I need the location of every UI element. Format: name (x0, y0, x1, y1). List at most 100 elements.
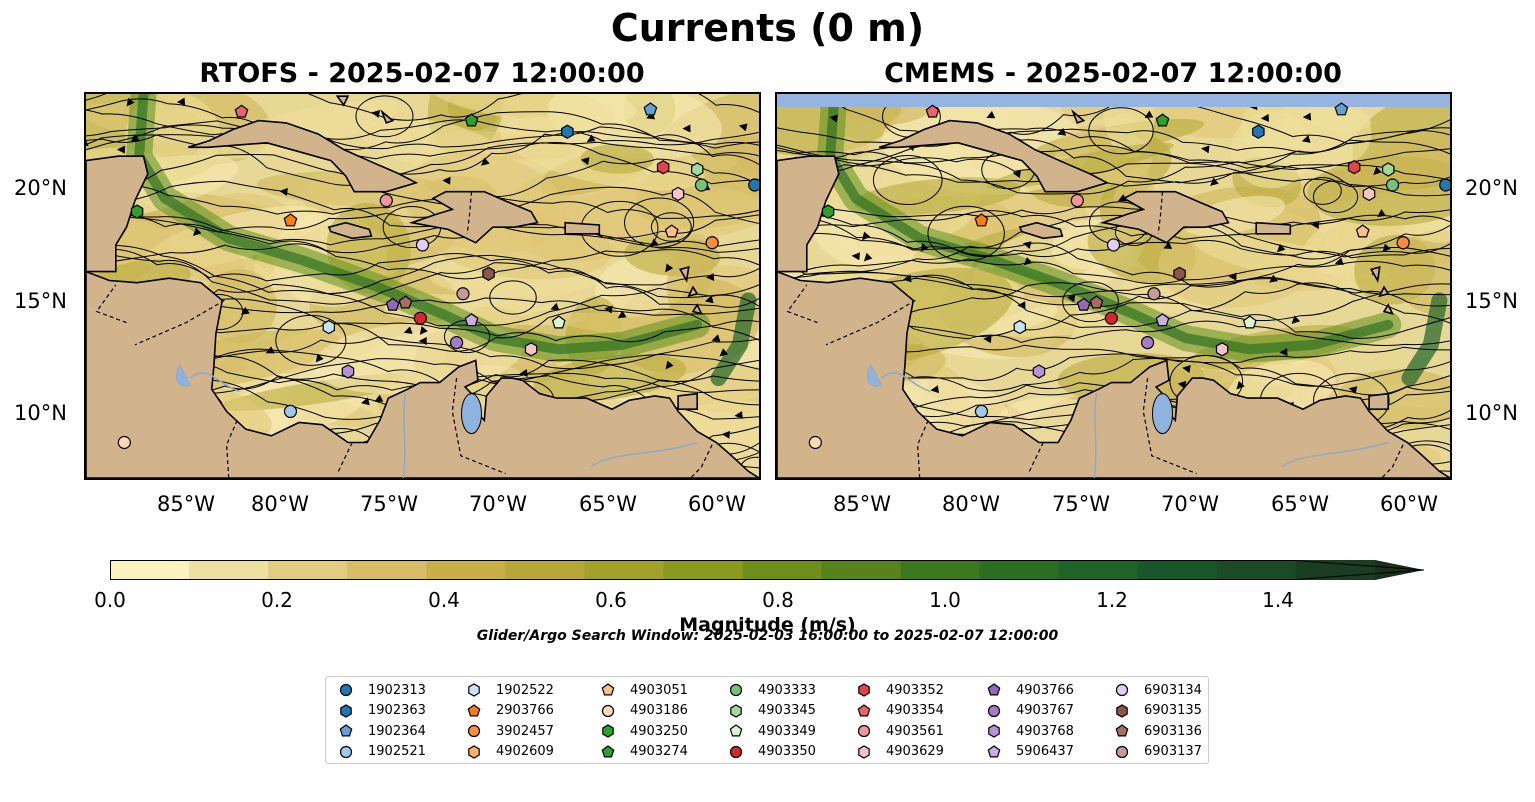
legend-marker-pentagon-icon (987, 744, 1001, 757)
float-marker-4903186 (117, 435, 131, 450)
colorbar-segment (110, 560, 190, 580)
float-marker-1902363 (561, 124, 574, 139)
legend-label: 4903767 (1016, 703, 1074, 718)
legend-marker-pentagon-icon (601, 683, 615, 696)
legend-marker-circle-icon (467, 724, 481, 738)
lon-label-70w: 70°W (469, 492, 527, 516)
float-marker-4903561 (1070, 193, 1084, 208)
colorbar-tick: 0.4 (428, 588, 460, 612)
colorbar-segment (347, 560, 427, 580)
lon-label-80w-right: 80°W (942, 492, 1000, 516)
legend-item: 1902522 (466, 680, 554, 700)
float-marker-3902457 (1396, 236, 1410, 250)
colorbar-tick: 1.2 (1096, 588, 1128, 612)
legend-marker-hexagon-icon (468, 744, 480, 759)
legend-marker-pentagon-icon (1115, 724, 1129, 737)
legend-item: 5906437 (986, 742, 1074, 762)
legend-item: 6903134 (1114, 680, 1202, 700)
legend-marker-circle-icon (1115, 683, 1129, 697)
legend-item: 2903766 (466, 701, 554, 721)
legend-label: 1902364 (368, 723, 426, 739)
rtofs-map-panel[interactable] (84, 92, 761, 480)
colorbar-segment (979, 560, 1060, 580)
legend-label: 4903352 (886, 682, 944, 698)
legend-marker-circle-icon (729, 745, 743, 758)
colorbar-segment (1058, 560, 1139, 580)
legend-label: 2903766 (496, 703, 554, 718)
float-marker-1902313 (1439, 178, 1450, 192)
legend-item: 4903768 (986, 721, 1074, 741)
legend-item: 4903345 (728, 701, 816, 721)
colorbar-segment (189, 560, 269, 580)
float-marker-2903766 (974, 213, 989, 227)
legend-marker-pentagon-icon (339, 724, 353, 737)
float-marker-1902364 (1334, 102, 1349, 116)
float-marker-4903352 (1347, 160, 1361, 175)
float-marker-6903135 (1173, 266, 1186, 281)
legend-label: 1902522 (496, 682, 554, 698)
float-marker-6903136 (1089, 295, 1104, 309)
lon-label-65w: 65°W (579, 492, 637, 516)
legend-item: 1902363 (338, 701, 426, 721)
legend-label: 4903350 (758, 744, 816, 759)
legend-item: 4903561 (856, 721, 944, 741)
float-marker-4903333 (1385, 178, 1400, 192)
legend-item: 4903051 (600, 680, 688, 700)
float-marker-4903349 (1242, 315, 1257, 329)
legend-marker-circle-icon (1115, 745, 1129, 758)
colorbar-segment (426, 560, 506, 580)
legend-item: 4902609 (466, 742, 554, 762)
float-marker-6903136 (398, 295, 413, 309)
float-marker-6903134 (1106, 238, 1121, 252)
float-marker-4903561 (379, 193, 393, 208)
legend-marker-circle-icon (339, 683, 353, 697)
lon-label-65w-right: 65°W (1271, 492, 1329, 516)
panel-title-rtofs: RTOFS - 2025-02-07 12:00:00 (199, 58, 645, 89)
legend-item: 1902521 (338, 742, 426, 762)
lon-label-70w-right: 70°W (1161, 492, 1219, 516)
legend-item: 4903349 (728, 721, 816, 741)
float-marker-4903333 (694, 178, 709, 192)
lon-label-85w-right: 85°W (833, 492, 891, 516)
legend-label: 6903137 (1144, 744, 1202, 759)
legend-item: 1902313 (338, 680, 426, 700)
float-marker-4903274 (464, 113, 479, 127)
float-marker-4903345 (690, 162, 704, 177)
float-marker-4903345 (1381, 162, 1395, 177)
legend-label: 4903274 (630, 744, 688, 759)
colorbar-tick: 0.0 (94, 588, 126, 612)
float-marker-1902522 (322, 319, 335, 335)
float-marker-4903051 (1355, 224, 1370, 238)
lon-label-60w-right: 60°W (1380, 492, 1438, 516)
float-marker-4903766 (385, 297, 400, 311)
float-marker-1902313 (748, 178, 759, 192)
cmems-map-panel[interactable] (775, 92, 1452, 480)
colorbar-tick: 1.4 (1262, 588, 1294, 612)
float-marker-6903137 (456, 287, 470, 301)
legend-item: 1902364 (338, 721, 426, 741)
float-marker-4903250 (821, 204, 835, 219)
legend-marker-circle-icon (601, 704, 615, 717)
legend-item: 6903136 (1114, 721, 1202, 741)
legend-marker-pentagon-icon (467, 703, 481, 716)
float-marker-1902363 (1252, 124, 1265, 139)
legend-marker-hexagon-icon (1116, 703, 1128, 718)
colorbar-tick: 1.0 (929, 588, 961, 612)
legend-label: 3902457 (496, 723, 554, 739)
float-marker-4903186 (808, 435, 822, 450)
legend-marker-hexagon-icon (602, 724, 614, 738)
legend-item: 4903274 (600, 742, 688, 762)
lat-label-15n: 15°N (14, 289, 67, 313)
panel-title-cmems: CMEMS - 2025-02-07 12:00:00 (884, 58, 1342, 89)
legend-marker-circle-icon (857, 724, 871, 738)
float-marker-4903629 (1362, 186, 1376, 202)
legend-marker-hexagon-icon (468, 683, 480, 697)
legend-item: 4903186 (600, 701, 688, 721)
legend-marker-pentagon-icon (729, 724, 743, 737)
float-marker-1902521 (974, 404, 989, 419)
float-marker-2903766 (283, 213, 298, 227)
colorbar-segment (663, 560, 743, 580)
legend-label: 4903186 (630, 703, 688, 718)
legend-item: 4903767 (986, 701, 1074, 721)
lon-label-80w: 80°W (251, 492, 309, 516)
